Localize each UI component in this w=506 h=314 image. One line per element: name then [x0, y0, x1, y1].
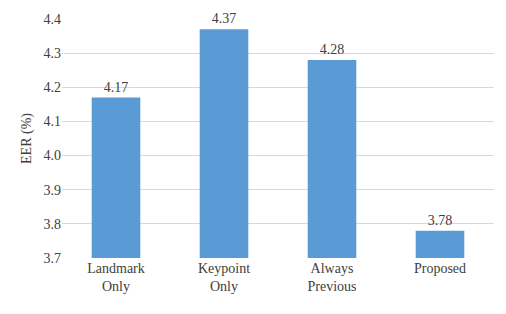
- svg-text:4.28: 4.28: [320, 42, 345, 57]
- svg-text:4.1: 4.1: [44, 114, 62, 129]
- svg-text:4.2: 4.2: [44, 80, 62, 95]
- svg-text:3.78: 3.78: [428, 213, 453, 228]
- svg-text:3.8: 3.8: [44, 217, 62, 232]
- svg-text:4.4: 4.4: [44, 12, 62, 27]
- svg-text:Proposed: Proposed: [414, 261, 466, 276]
- svg-text:4.0: 4.0: [44, 148, 62, 163]
- svg-text:KeypointOnly: KeypointOnly: [198, 261, 250, 294]
- svg-text:4.3: 4.3: [44, 46, 62, 61]
- svg-text:4.37: 4.37: [212, 11, 237, 26]
- svg-text:LandmarkOnly: LandmarkOnly: [87, 261, 145, 294]
- svg-text:AlwaysPrevious: AlwaysPrevious: [308, 261, 357, 294]
- svg-text:4.17: 4.17: [104, 80, 129, 95]
- svg-text:3.9: 3.9: [44, 183, 62, 198]
- svg-text:EER (%): EER (%): [19, 113, 35, 164]
- svg-text:3.7: 3.7: [44, 251, 62, 266]
